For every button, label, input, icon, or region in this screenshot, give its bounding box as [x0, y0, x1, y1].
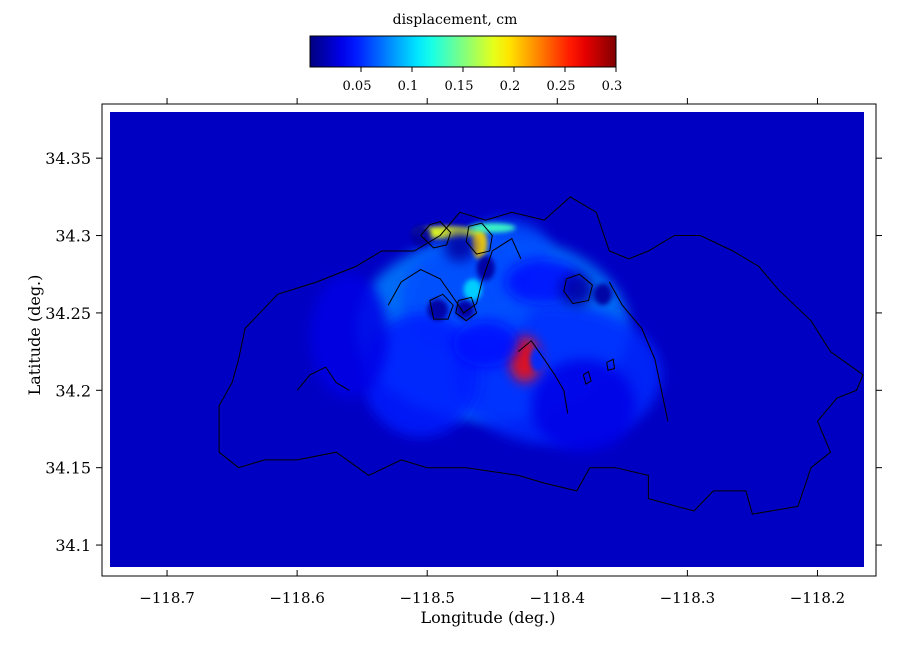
- colorbar-tick-label: 0.3: [602, 79, 623, 94]
- heatmap-region: [529, 346, 546, 372]
- x-tick-label: −118.6: [269, 589, 325, 607]
- heatmap-region: [479, 227, 506, 337]
- plot-frame: [101, 103, 877, 577]
- y-tick-label: 34.15: [45, 459, 91, 478]
- x-tick-label: −118.4: [530, 589, 586, 607]
- plot-area: [110, 112, 864, 567]
- heatmap-region: [476, 255, 495, 281]
- colorbar-label: displacement, cm: [393, 12, 518, 28]
- y-axis-label: Latitude (deg.): [25, 275, 44, 396]
- contour-line: [455, 296, 478, 322]
- contour-line: [296, 366, 350, 391]
- colorbar-tick-label: 0.1: [398, 79, 419, 94]
- heatmap-region: [531, 359, 636, 453]
- colorbar-tick-label: 0.05: [343, 79, 372, 94]
- x-axis-ticks: −118.7 −118.6 −118.5 −118.4 −118.3 −118.2: [139, 98, 845, 607]
- contour-line: [218, 196, 864, 515]
- contour-line: [465, 222, 493, 255]
- contour-line: [606, 358, 616, 371]
- contour-line: [608, 281, 669, 422]
- colorbar-tick-label: 0.2: [500, 79, 521, 94]
- heatmap-region: [444, 230, 476, 262]
- heatmap-region: [559, 272, 594, 307]
- contour-line: [563, 273, 593, 305]
- heatmap-region: [362, 312, 480, 437]
- colorbar-ticks: 0.05 0.1 0.15 0.2 0.25 0.3: [343, 67, 623, 94]
- heatmap-region: [310, 274, 389, 399]
- x-tick-label: −118.3: [660, 589, 716, 607]
- heatmap-region: [471, 227, 488, 259]
- contour-line: [429, 293, 454, 320]
- heatmap-region: [453, 320, 519, 368]
- colorbar-tick-label: 0.15: [445, 79, 474, 94]
- heatmap-region: [593, 283, 612, 306]
- colorbar-tick-label: 0.25: [547, 79, 576, 94]
- x-tick-label: −118.5: [399, 589, 455, 607]
- contour-line: [387, 237, 522, 314]
- x-tick-label: −118.7: [139, 589, 195, 607]
- contour-line: [517, 340, 569, 414]
- heatmap: [310, 220, 662, 453]
- y-tick-label: 34.25: [45, 304, 91, 323]
- x-tick-label: −118.2: [790, 589, 846, 607]
- heatmap-region: [463, 278, 482, 301]
- y-tick-label: 34.2: [55, 381, 91, 400]
- contour-line: [582, 370, 592, 385]
- y-tick-label: 34.35: [45, 149, 91, 168]
- heatmap-region: [468, 223, 516, 233]
- y-axis-ticks: 34.1 34.15 34.2 34.25 34.3 34.35: [45, 149, 882, 555]
- boundary-contours: [218, 196, 864, 515]
- y-tick-label: 34.3: [55, 227, 91, 246]
- heatmap-region: [455, 300, 475, 320]
- x-axis-label: Longitude (deg.): [421, 608, 556, 627]
- contour-line: [420, 221, 452, 249]
- y-tick-label: 34.1: [55, 536, 91, 555]
- colorbar: [309, 35, 617, 68]
